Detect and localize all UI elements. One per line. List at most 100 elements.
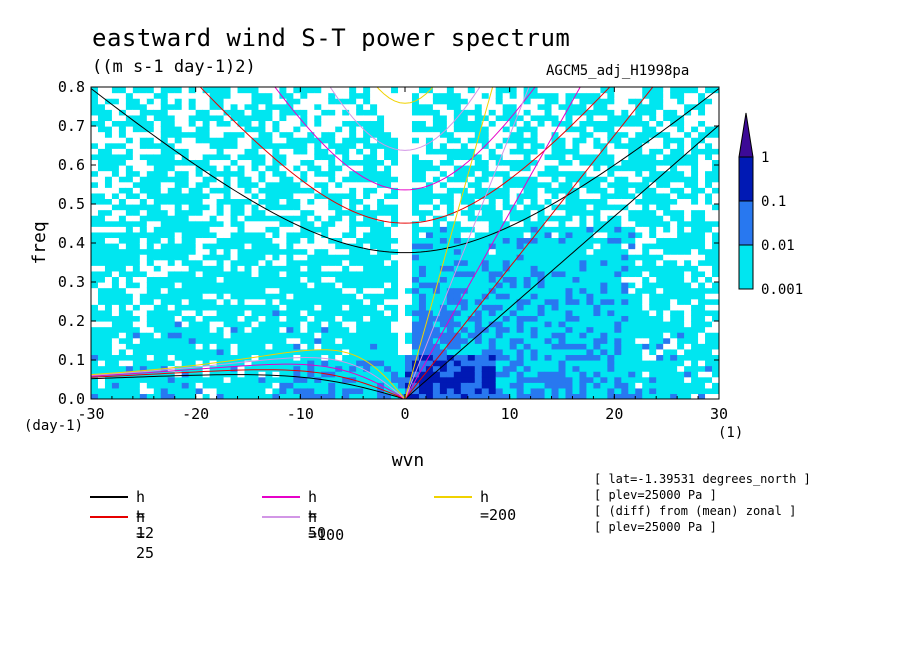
heatmap-cell	[446, 348, 455, 356]
heatmap-cell	[446, 254, 455, 261]
heatmap-cell	[377, 276, 385, 283]
heatmap-cell	[418, 265, 427, 272]
heatmap-cell	[607, 298, 615, 305]
heatmap-cell	[600, 198, 608, 205]
heatmap-cell	[342, 332, 350, 339]
heatmap-cell	[174, 265, 183, 272]
heatmap-cell	[698, 165, 706, 172]
heatmap-cell	[460, 265, 469, 272]
heatmap-cell	[370, 304, 378, 311]
heatmap-cell	[607, 237, 615, 244]
heatmap-cell	[153, 192, 162, 200]
heatmap-cell	[467, 243, 476, 250]
heatmap-cell	[314, 153, 322, 161]
heatmap-cell	[628, 215, 636, 222]
heatmap-cell	[391, 276, 399, 283]
heatmap-cell	[321, 354, 329, 361]
heatmap-cell	[432, 159, 441, 166]
heatmap-cell	[321, 387, 329, 395]
heatmap-cell	[258, 282, 267, 289]
heatmap-cell	[321, 332, 329, 339]
heatmap-cell	[705, 259, 713, 266]
heatmap-cell	[286, 259, 294, 266]
heatmap-cell	[188, 332, 197, 339]
heatmap-cell	[544, 131, 553, 138]
heatmap-cell	[642, 365, 650, 372]
heatmap-cell	[125, 243, 134, 250]
heatmap-cell	[230, 215, 239, 222]
heatmap-cell	[349, 215, 357, 222]
heatmap-cell	[502, 354, 511, 361]
heatmap-cell	[656, 103, 664, 110]
heatmap-cell	[684, 321, 692, 328]
heatmap-cell	[265, 332, 274, 339]
heatmap-cell	[481, 204, 490, 211]
heatmap-cell	[558, 87, 567, 94]
heatmap-cell	[544, 192, 553, 200]
heatmap-cell	[349, 109, 357, 116]
heatmap-cell	[293, 371, 301, 378]
heatmap-cell	[663, 376, 671, 383]
heatmap-cell	[314, 176, 322, 183]
heatmap-cell	[684, 343, 692, 350]
heatmap-cell	[307, 159, 315, 166]
heatmap-cell	[174, 231, 183, 239]
heatmap-cell	[286, 276, 294, 283]
heatmap-cell	[279, 360, 287, 367]
heatmap-cell	[286, 131, 294, 138]
heatmap-cell	[286, 382, 294, 389]
heatmap-cell	[551, 343, 560, 350]
heatmap-cell	[418, 131, 427, 138]
heatmap-cell	[181, 276, 190, 283]
heatmap-cell	[691, 148, 699, 155]
heatmap-cell	[300, 332, 308, 339]
heatmap-cell	[656, 148, 664, 155]
heatmap-cell	[321, 176, 329, 183]
heatmap-cell	[572, 254, 581, 261]
heatmap-cell	[258, 192, 267, 200]
heatmap-cell	[551, 348, 560, 356]
heatmap-cell	[314, 360, 322, 367]
heatmap-cell	[425, 215, 434, 222]
heatmap-cell	[474, 287, 483, 294]
heatmap-cell	[698, 170, 706, 177]
heatmap-cell	[251, 220, 260, 227]
heatmap-cell	[698, 131, 706, 138]
heatmap-cell	[593, 248, 601, 255]
heatmap-cell	[614, 354, 622, 361]
heatmap-cell	[251, 270, 260, 278]
heatmap-cell	[167, 293, 176, 300]
heatmap-cell	[202, 159, 211, 166]
heatmap-cell	[418, 137, 427, 144]
heatmap-cell	[670, 137, 678, 144]
heatmap-cell	[677, 103, 685, 110]
heatmap-cell	[565, 153, 574, 161]
heatmap-cell	[551, 209, 560, 216]
heatmap-cell	[125, 181, 134, 188]
heatmap-cell	[405, 387, 413, 395]
heatmap-cell	[474, 226, 483, 233]
heatmap-cell	[439, 181, 448, 188]
heatmap-cell	[432, 176, 441, 183]
heatmap-cell	[600, 365, 608, 372]
heatmap-cell	[698, 304, 706, 311]
heatmap-cell	[370, 354, 378, 361]
heatmap-cell	[488, 365, 497, 372]
heatmap-cell	[209, 365, 218, 372]
heatmap-cell	[558, 98, 567, 105]
heatmap-cell	[509, 181, 518, 188]
heatmap-cell	[293, 114, 301, 122]
heatmap-cell	[530, 187, 539, 194]
heatmap-cell	[516, 293, 525, 300]
heatmap-cell	[398, 248, 406, 255]
heatmap-cell	[642, 321, 650, 328]
heatmap-cell	[698, 248, 706, 255]
heatmap-cell	[607, 204, 615, 211]
heatmap-cell	[523, 198, 532, 205]
heatmap-cell	[279, 103, 287, 110]
heatmap-cell	[293, 148, 301, 155]
heatmap-cell	[335, 304, 343, 311]
heatmap-cell	[635, 382, 643, 389]
heatmap-cell	[279, 109, 287, 116]
heatmap-cell	[209, 270, 218, 278]
